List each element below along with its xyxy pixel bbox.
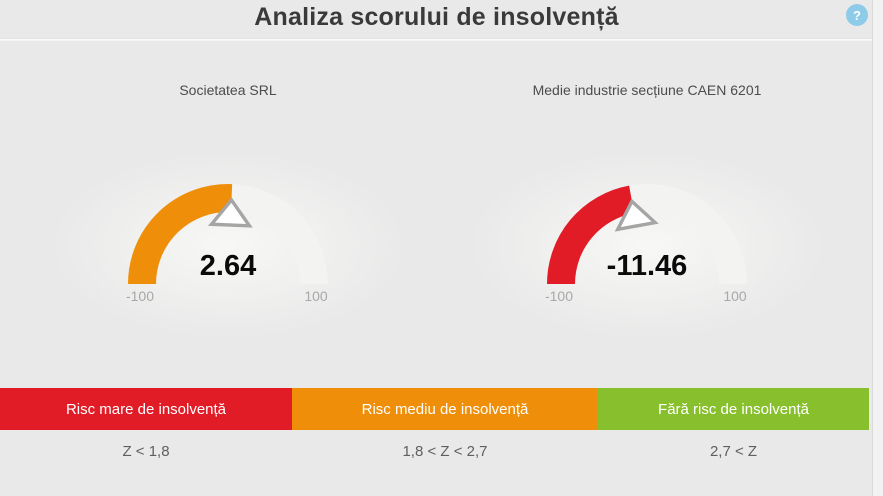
header-divider bbox=[0, 38, 873, 41]
scrollbar-track[interactable] bbox=[872, 0, 883, 496]
gauge-needle bbox=[614, 198, 659, 232]
risk-range-high: Z < 1,8 bbox=[122, 443, 170, 460]
risk-bands: Risc mare de insolvență Risc mediu de in… bbox=[0, 388, 869, 430]
gauge-max-label-industry: 100 bbox=[723, 288, 747, 304]
risk-band-none-label: Fără risc de insolvență bbox=[658, 400, 809, 418]
gauge-min-label-company: -100 bbox=[125, 288, 155, 304]
gauge-industry: -11.46 -100 100 bbox=[507, 158, 787, 328]
gauge-min-label-industry: -100 bbox=[544, 288, 574, 304]
risk-range-none: 2,7 < Z bbox=[709, 443, 758, 460]
gauge-fill-arc bbox=[547, 185, 635, 285]
risk-ranges: Z < 1,8 1,8 < Z < 2,7 2,7 < Z bbox=[0, 430, 869, 474]
risk-band-high: Risc mare de insolvență bbox=[0, 388, 292, 430]
gauge-title-company: Societatea SRL bbox=[179, 82, 277, 98]
gauge-chart-company bbox=[128, 184, 328, 285]
gauge-company: 2.64 -100 100 bbox=[88, 158, 368, 328]
gauge-fill-arc bbox=[128, 184, 233, 285]
risk-band-none: Fără risc de insolvență bbox=[598, 388, 869, 430]
gauge-title-industry: Medie industrie secțiune CAEN 6201 bbox=[532, 82, 762, 98]
gauge-needle bbox=[207, 197, 253, 228]
risk-band-medium-label: Risc mediu de insolvență bbox=[361, 400, 529, 418]
help-button[interactable]: ? bbox=[846, 4, 868, 26]
page-title: Analiza scorului de insolvență bbox=[254, 3, 619, 31]
risk-band-medium: Risc mediu de insolvență bbox=[292, 388, 598, 430]
question-mark-icon: ? bbox=[853, 7, 861, 23]
gauge-value-industry: -11.46 bbox=[606, 250, 688, 282]
gauge-chart-industry bbox=[547, 184, 747, 285]
gauge-max-label-company: 100 bbox=[304, 288, 328, 304]
risk-band-high-label: Risc mare de insolvență bbox=[65, 400, 227, 418]
risk-range-medium: 1,8 < Z < 2,7 bbox=[402, 443, 488, 460]
gauge-value-company: 2.64 bbox=[199, 250, 257, 282]
